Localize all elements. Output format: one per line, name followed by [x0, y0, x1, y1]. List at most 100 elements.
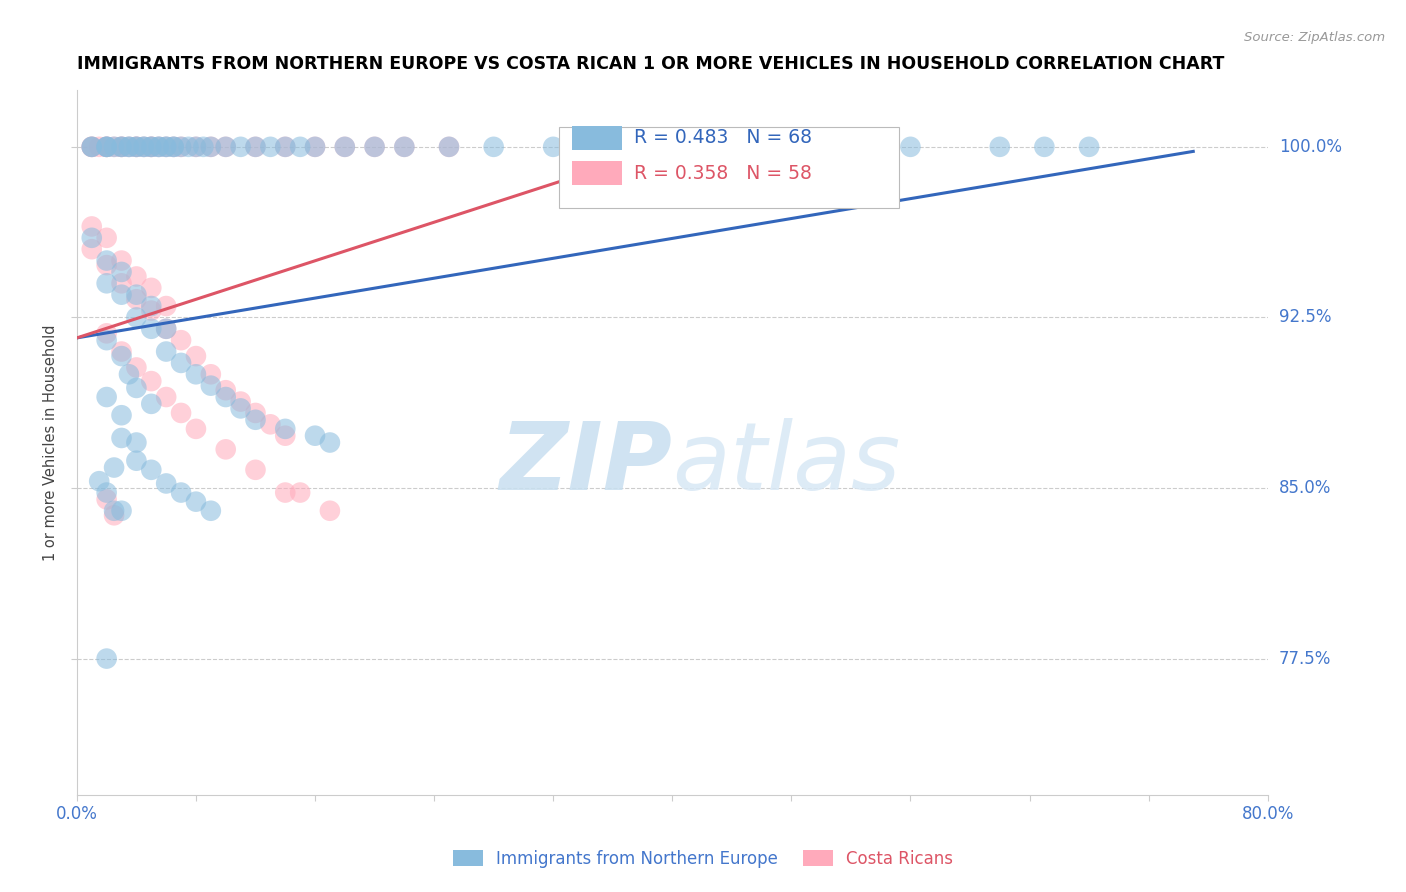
Point — [155, 390, 177, 404]
Point — [304, 140, 326, 154]
Point — [437, 140, 460, 154]
Point — [96, 326, 118, 341]
Point — [839, 140, 862, 154]
Point — [437, 140, 460, 154]
Point — [110, 140, 132, 154]
Point — [200, 368, 222, 382]
Point — [125, 140, 148, 154]
Point — [96, 140, 118, 154]
Point — [661, 140, 683, 154]
Point — [1078, 140, 1101, 154]
Point — [110, 504, 132, 518]
Point — [96, 651, 118, 665]
Point — [96, 258, 118, 272]
Point — [125, 140, 148, 154]
Point — [184, 140, 207, 154]
Point — [96, 140, 118, 154]
Point — [141, 374, 163, 388]
Point — [245, 463, 267, 477]
Point — [200, 140, 222, 154]
Point — [215, 390, 238, 404]
Point — [162, 140, 184, 154]
Point — [80, 219, 103, 234]
Point — [245, 140, 267, 154]
Point — [141, 397, 163, 411]
Point — [900, 140, 922, 154]
Point — [89, 474, 111, 488]
Point — [132, 140, 155, 154]
Point — [148, 140, 170, 154]
Point — [103, 140, 125, 154]
Point — [96, 492, 118, 507]
Point — [155, 322, 177, 336]
Point — [304, 428, 326, 442]
Point — [184, 494, 207, 508]
Point — [141, 140, 163, 154]
Point — [141, 303, 163, 318]
Point — [288, 485, 311, 500]
Point — [96, 333, 118, 347]
Point — [80, 140, 103, 154]
Text: IMMIGRANTS FROM NORTHERN EUROPE VS COSTA RICAN 1 OR MORE VEHICLES IN HOUSEHOLD C: IMMIGRANTS FROM NORTHERN EUROPE VS COSTA… — [77, 55, 1225, 73]
Point — [170, 333, 193, 347]
Point — [274, 140, 297, 154]
Point — [215, 383, 238, 397]
Point — [304, 140, 326, 154]
Text: R = 0.358   N = 58: R = 0.358 N = 58 — [634, 163, 813, 183]
Point — [482, 140, 505, 154]
Point — [110, 277, 132, 291]
Point — [177, 140, 200, 154]
Point — [259, 417, 281, 432]
Point — [125, 287, 148, 301]
Point — [155, 344, 177, 359]
Point — [110, 408, 132, 422]
Text: atlas: atlas — [672, 418, 900, 509]
Point — [141, 140, 163, 154]
Point — [288, 140, 311, 154]
Point — [141, 463, 163, 477]
Point — [155, 140, 177, 154]
Point — [125, 269, 148, 284]
Point — [110, 140, 132, 154]
Point — [141, 140, 163, 154]
Point — [394, 140, 416, 154]
Point — [200, 140, 222, 154]
Point — [110, 349, 132, 363]
Point — [125, 310, 148, 325]
Point — [274, 422, 297, 436]
Point — [394, 140, 416, 154]
Point — [118, 140, 141, 154]
Point — [141, 140, 163, 154]
Point — [96, 140, 118, 154]
Point — [110, 140, 132, 154]
Point — [141, 299, 163, 313]
Point — [141, 281, 163, 295]
FancyBboxPatch shape — [572, 161, 623, 186]
Point — [229, 401, 252, 416]
Point — [586, 140, 609, 154]
Point — [193, 140, 215, 154]
Point — [162, 140, 184, 154]
FancyBboxPatch shape — [572, 126, 623, 150]
Point — [155, 140, 177, 154]
Point — [229, 394, 252, 409]
Point — [274, 485, 297, 500]
Point — [184, 140, 207, 154]
Point — [141, 322, 163, 336]
Point — [80, 231, 103, 245]
Text: 92.5%: 92.5% — [1279, 309, 1331, 326]
Point — [229, 140, 252, 154]
Point — [148, 140, 170, 154]
Text: ZIP: ZIP — [499, 417, 672, 509]
Point — [319, 504, 342, 518]
Point — [96, 390, 118, 404]
Point — [148, 140, 170, 154]
Point — [125, 292, 148, 306]
Text: R = 0.483   N = 68: R = 0.483 N = 68 — [634, 128, 813, 147]
Point — [200, 504, 222, 518]
Point — [245, 413, 267, 427]
Point — [333, 140, 356, 154]
Point — [155, 140, 177, 154]
Point — [319, 435, 342, 450]
Point — [333, 140, 356, 154]
